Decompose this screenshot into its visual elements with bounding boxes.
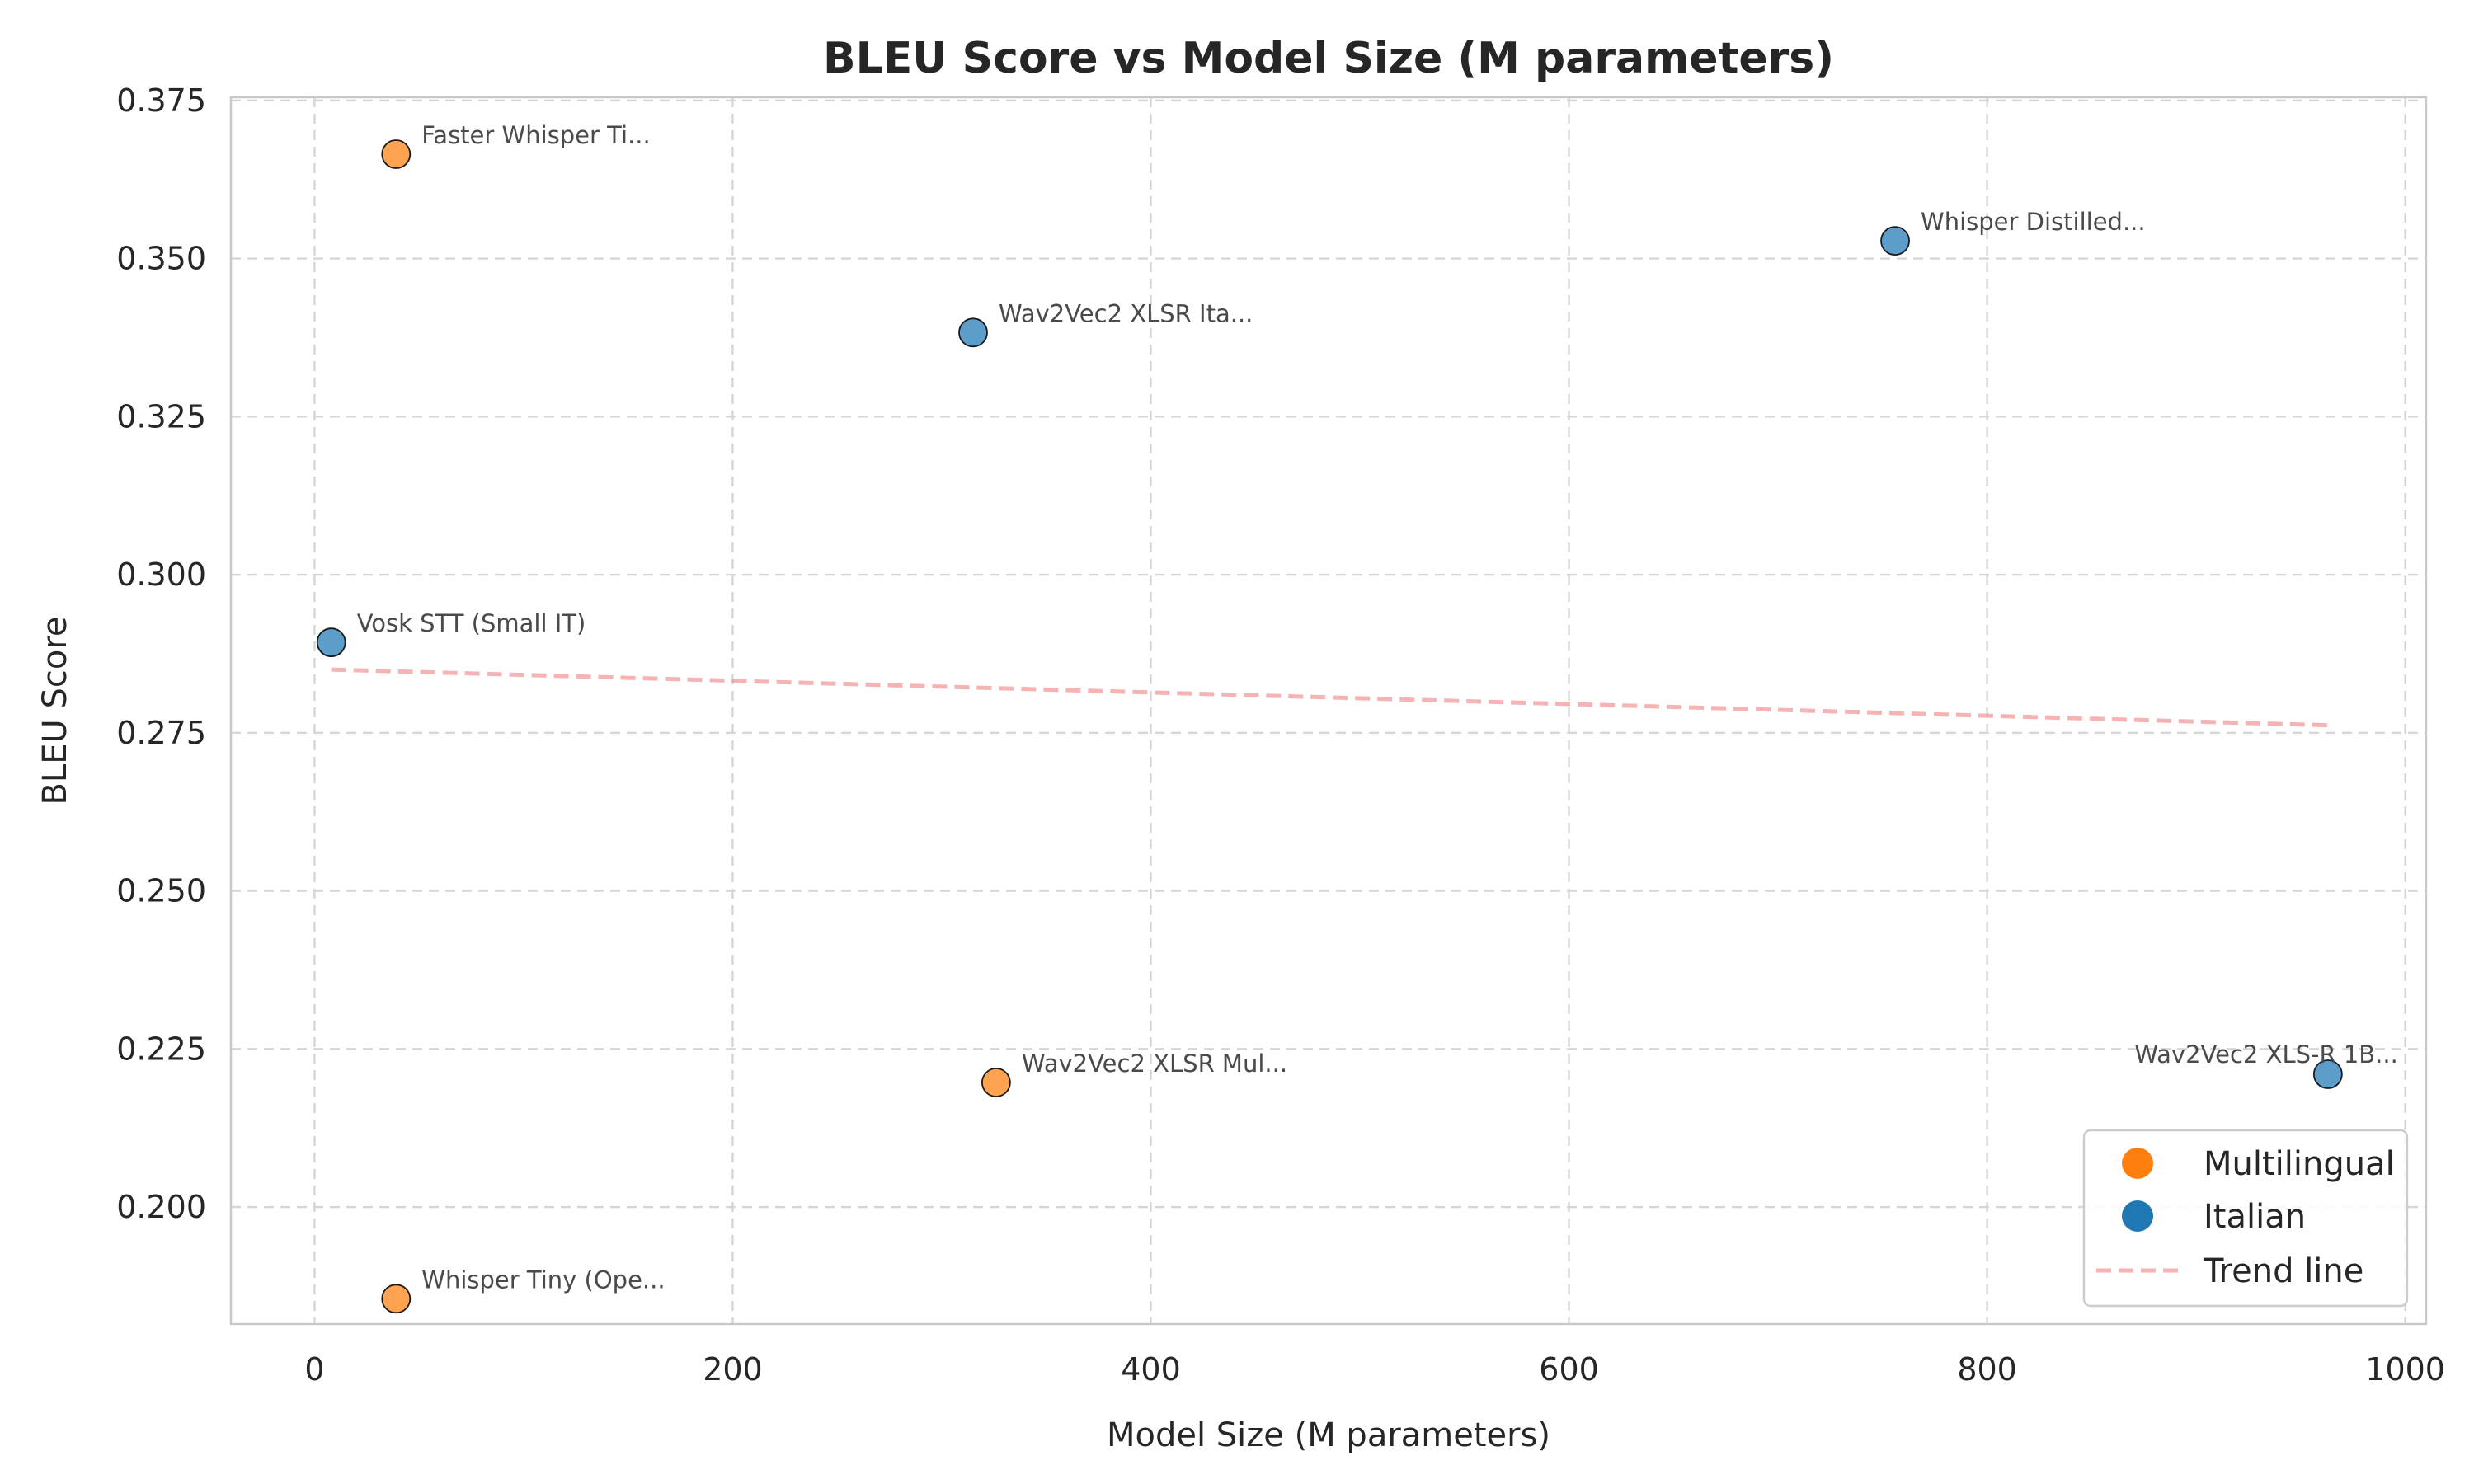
- point-label-wav2vec2-xlsr-ita: Wav2Vec2 XLSR Ita...: [999, 299, 1253, 327]
- point-label-whisper-distilled: Whisper Distilled...: [1921, 208, 2146, 236]
- point-wav2vec2-xls-r-1b: [2312, 1059, 2343, 1089]
- x-tick-label: 600: [1539, 1351, 1599, 1388]
- trend-layer: [331, 667, 2328, 728]
- point-vosk-stt-small-it: [316, 627, 346, 658]
- x-tick-label: 400: [1121, 1351, 1181, 1388]
- point-label-wav2vec2-xls-r-1b: Wav2Vec2 XLS-R 1B...: [2134, 1040, 2398, 1068]
- points-layer: [316, 139, 2343, 1314]
- x-tick-labels: 0 200 400 600 800 1000: [304, 1351, 2445, 1388]
- legend-label-trend-line: Trend line: [2203, 1252, 2363, 1290]
- x-tick-label: 1000: [2365, 1351, 2445, 1388]
- point-label-whisper-tiny-ope: Whisper Tiny (Ope...: [421, 1266, 665, 1294]
- y-axis-label: BLEU Score: [36, 616, 74, 805]
- point-label-vosk-stt-small-it: Vosk STT (Small IT): [357, 609, 586, 637]
- x-tick-label: 200: [703, 1351, 763, 1388]
- legend-box: [2082, 1129, 2409, 1308]
- y-tick-label: 0.325: [116, 398, 206, 434]
- y-tick-label: 0.275: [116, 715, 206, 751]
- legend-label-multilingual: Multilingual: [2204, 1145, 2395, 1183]
- x-tick-label: 800: [1957, 1351, 2017, 1388]
- y-tick-label: 0.375: [116, 82, 206, 119]
- y-tick-label: 0.350: [116, 241, 206, 277]
- y-tick-label: 0.250: [116, 873, 206, 909]
- y-tick-label: 0.225: [116, 1031, 206, 1067]
- grid-layer: [231, 97, 2426, 1324]
- x-tick-label: 0: [304, 1351, 324, 1388]
- point-label-faster-whisper-ti: Faster Whisper Ti...: [421, 121, 650, 149]
- y-tick-labels: 0.200 0.225 0.250 0.275 0.300 0.325 0.350 0.375: [116, 82, 206, 1225]
- trend-line: [331, 667, 2328, 728]
- legend: Multilingual Italian Trend line: [2082, 1129, 2409, 1308]
- point-labels-layer: Faster Whisper Ti... Wav2Vec2 XLSR Mul...…: [357, 121, 2398, 1294]
- legend-marker-italian: [2122, 1200, 2153, 1232]
- point-whisper-tiny-ope: [381, 1284, 412, 1314]
- y-tick-label: 0.300: [116, 556, 206, 593]
- chart-title: BLEU Score vs Model Size (M parameters): [823, 34, 1834, 83]
- point-label-wav2vec2-xlsr-mul: Wav2Vec2 XLSR Mul...: [1022, 1050, 1287, 1078]
- legend-marker-multilingual: [2122, 1148, 2153, 1179]
- point-faster-whisper-ti: [381, 139, 412, 169]
- point-wav2vec2-xlsr-ita: [958, 317, 988, 348]
- x-axis-label: Model Size (M parameters): [1107, 1416, 1550, 1454]
- plot-frame: [229, 96, 2428, 1326]
- point-whisper-distilled: [1880, 226, 1910, 256]
- point-wav2vec2-xlsr-mul: [981, 1068, 1011, 1097]
- y-tick-label: 0.200: [116, 1189, 206, 1225]
- legend-label-italian: Italian: [2204, 1198, 2306, 1236]
